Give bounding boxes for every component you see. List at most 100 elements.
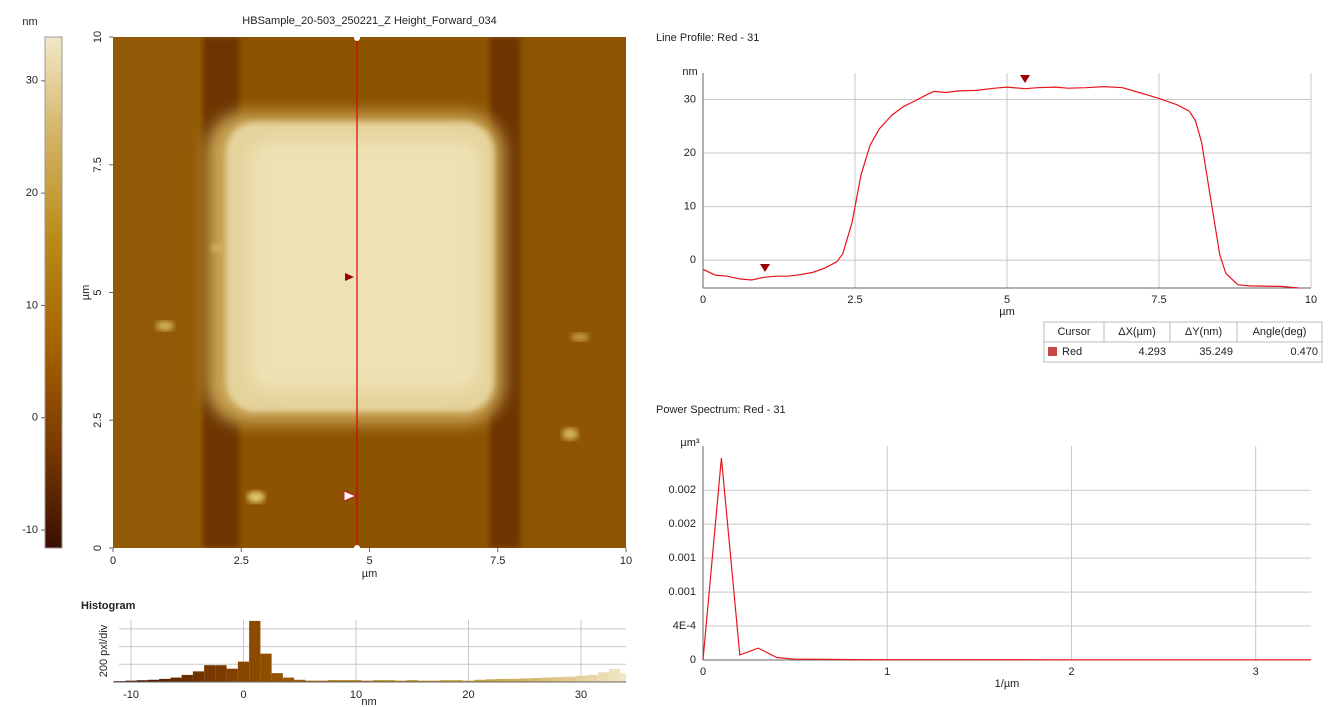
histogram-bar	[125, 680, 137, 682]
histogram-bar	[586, 674, 598, 682]
x-tick-label: 30	[575, 689, 587, 701]
x-tick-label: 2	[1068, 666, 1074, 678]
data-line	[702, 85, 1299, 289]
histogram-bar	[530, 678, 542, 682]
y-unit-label: nm	[682, 66, 697, 78]
histogram-bar	[372, 680, 385, 682]
histogram-bar	[260, 653, 272, 682]
colorbar-tick-label: -10	[22, 524, 38, 536]
x-axis-label: µm	[999, 306, 1015, 318]
cursor-marker[interactable]	[345, 273, 354, 281]
histogram-bar	[440, 680, 452, 682]
y-tick-label: 5	[92, 289, 104, 295]
histogram-bar	[609, 668, 621, 682]
histogram-bar	[339, 680, 351, 682]
x-tick-label: 2.5	[234, 555, 249, 567]
histogram-bar	[541, 677, 553, 682]
x-tick-label: 2.5	[847, 294, 862, 306]
histogram-bar	[192, 671, 205, 682]
histogram-bar	[564, 676, 576, 682]
cursor-swatch	[1048, 347, 1057, 356]
colorbar-tick-label: 10	[26, 299, 38, 311]
y-axis-label: µm	[80, 285, 92, 301]
histogram-bar	[282, 677, 295, 682]
profile-marker[interactable]	[760, 264, 770, 272]
histogram-bar	[204, 665, 216, 682]
table-header: Cursor	[1057, 326, 1090, 338]
colorbar-tick-label: 20	[26, 187, 38, 199]
x-tick-label: 7.5	[490, 555, 505, 567]
histogram-bar	[271, 673, 283, 682]
cursor-end[interactable]	[354, 35, 360, 41]
panel-title: Power Spectrum: Red - 31	[656, 404, 786, 416]
x-tick-label: 10	[350, 689, 362, 701]
cursor-end[interactable]	[354, 545, 360, 551]
histogram-bar	[226, 668, 238, 682]
cursor-marker[interactable]	[343, 490, 358, 502]
histogram-bar	[417, 680, 430, 682]
y-tick-label: 7.5	[92, 157, 104, 172]
colorbar-tick-label: 0	[32, 412, 38, 424]
y-tick-label: 10	[92, 31, 104, 43]
x-tick-label: -10	[123, 689, 139, 701]
histogram-bar	[147, 679, 160, 682]
histogram-bar	[384, 680, 396, 682]
histogram-bar	[519, 678, 531, 682]
histogram-bar	[327, 680, 340, 682]
histogram-bar	[429, 680, 441, 682]
table-header: ΔY(nm)	[1185, 326, 1222, 338]
colorbar-label: nm	[22, 16, 37, 28]
x-tick-label: 10	[1305, 294, 1317, 306]
x-axis-label: nm	[361, 696, 376, 707]
histogram-bar	[496, 678, 508, 682]
histogram-bar	[620, 673, 626, 682]
histogram-bar	[305, 680, 317, 682]
data-line	[702, 457, 1311, 661]
table-header: Angle(deg)	[1253, 326, 1307, 338]
x-tick-label: 0	[240, 689, 246, 701]
y-tick-label: 2.5	[92, 413, 104, 428]
y-tick-label: 0.001	[668, 552, 696, 564]
table-header: ΔX(µm)	[1118, 326, 1156, 338]
y-tick-label: 0.002	[668, 484, 696, 496]
colorbar	[44, 36, 63, 549]
histogram-bar	[485, 679, 497, 682]
histogram-bar	[181, 674, 193, 682]
y-tick-label: 30	[684, 93, 696, 105]
height-image	[113, 37, 626, 548]
histogram-bar	[575, 675, 587, 682]
x-tick-label: 5	[366, 555, 372, 567]
table-cell: Red	[1062, 346, 1082, 358]
histogram-bar	[159, 678, 171, 682]
colorbar-tick-label: 30	[26, 75, 38, 87]
x-tick-label: 3	[1253, 666, 1259, 678]
y-tick-label: 10	[684, 200, 696, 212]
panel-title: Histogram	[81, 600, 136, 612]
histogram-bar	[170, 677, 182, 682]
histogram-bar	[395, 680, 407, 682]
histogram-bar	[316, 680, 328, 682]
histogram-bar	[552, 677, 565, 682]
histogram-bar	[507, 678, 520, 682]
histogram-bar	[451, 680, 463, 682]
y-tick-label: 0	[690, 254, 696, 266]
profile-marker[interactable]	[1020, 75, 1030, 83]
x-tick-label: 0	[700, 294, 706, 306]
table-cell: 4.293	[1138, 346, 1166, 358]
x-tick-label: 0	[110, 555, 116, 567]
table-cell: 0.470	[1290, 346, 1318, 358]
histogram-bar	[361, 680, 373, 682]
x-tick-label: 1	[884, 666, 890, 678]
histogram-bar	[249, 620, 261, 682]
y-tick-label: 20	[684, 147, 696, 159]
histogram-bar	[406, 680, 418, 682]
histogram-bars	[114, 620, 626, 682]
y-tick-label: 0.001	[668, 586, 696, 598]
x-tick-label: 10	[620, 555, 632, 567]
panel-title: Line Profile: Red - 31	[656, 32, 759, 44]
histogram-bar	[237, 661, 250, 682]
histogram-bar	[136, 680, 148, 682]
x-tick-label: 20	[462, 689, 474, 701]
table-cell: 35.249	[1199, 346, 1233, 358]
